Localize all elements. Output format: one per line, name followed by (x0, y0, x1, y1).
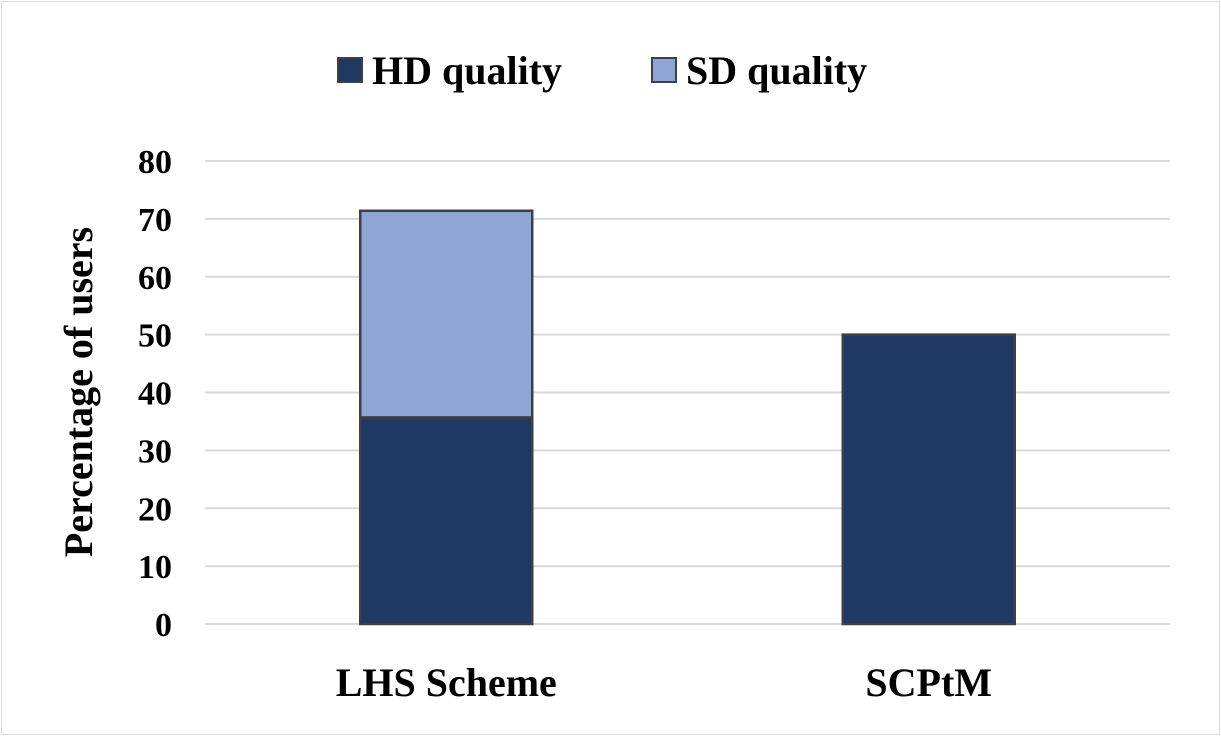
legend-swatch-hd (337, 57, 363, 83)
gridlines (205, 160, 1170, 625)
bar-hd-1 (841, 333, 1016, 626)
y-tick-label: 0 (155, 607, 172, 644)
legend: HD quality SD quality (337, 48, 867, 93)
legend-label-hd: HD quality (372, 48, 562, 93)
y-tick-label: 80 (138, 144, 172, 181)
y-tick-label: 50 (138, 318, 172, 355)
y-tick-label: 60 (138, 260, 172, 297)
legend-label-sd: SD quality (686, 48, 867, 93)
legend-swatch-sd (651, 57, 677, 83)
y-axis-title: Percentage of users (56, 227, 101, 557)
y-tick-label: 70 (138, 202, 172, 239)
bars (359, 209, 1016, 626)
y-tick-label: 20 (138, 491, 172, 528)
y-tick-labels: 0 10 20 30 40 50 60 70 80 (138, 144, 172, 644)
bar-hd-0 (359, 416, 534, 626)
bar-sd-0 (359, 209, 534, 419)
y-tick-label: 30 (138, 433, 172, 470)
x-category-label: SCPtM (865, 660, 992, 705)
x-category-labels: LHS Scheme SCPtM (336, 660, 992, 705)
x-category-label: LHS Scheme (336, 660, 557, 705)
y-tick-label: 10 (138, 549, 172, 586)
y-tick-label: 40 (138, 376, 172, 413)
